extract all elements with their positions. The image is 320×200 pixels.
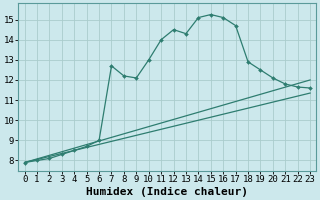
X-axis label: Humidex (Indice chaleur): Humidex (Indice chaleur) [86,186,248,197]
